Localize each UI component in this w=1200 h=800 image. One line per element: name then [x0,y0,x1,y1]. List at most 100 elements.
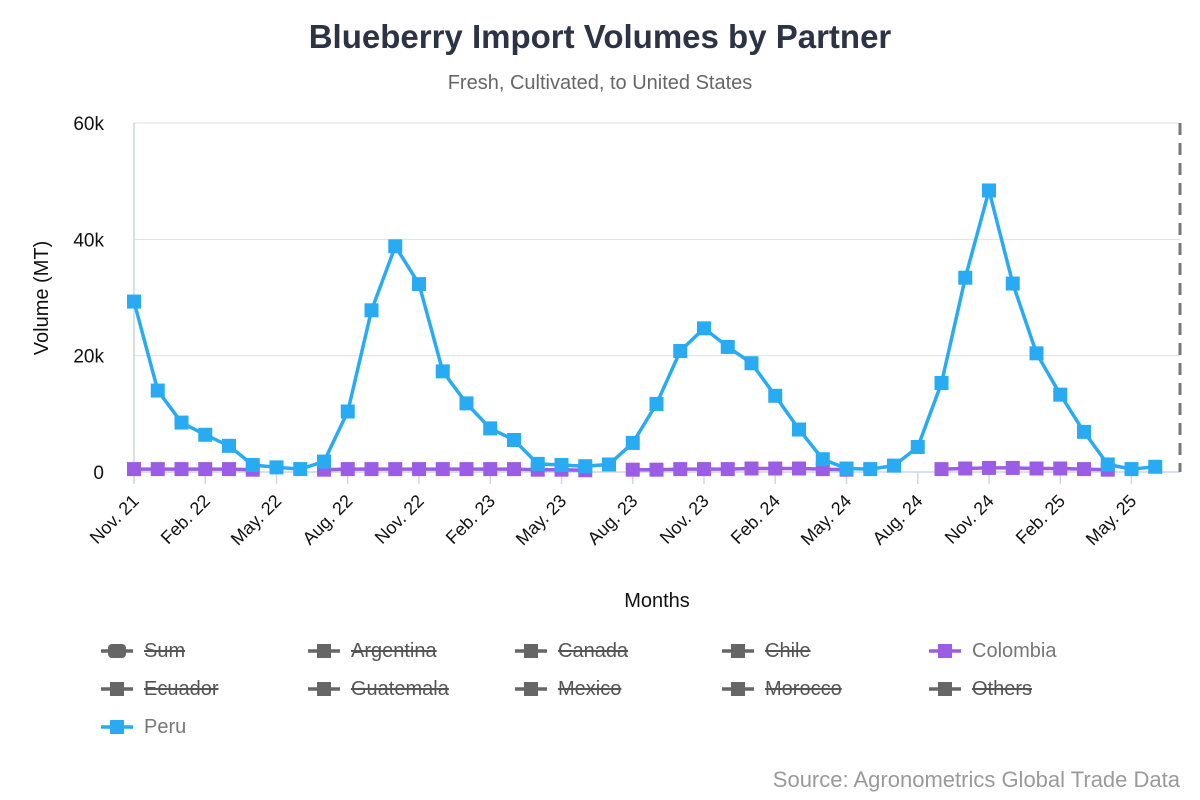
data-point-peru[interactable] [435,364,450,379]
data-point-peru[interactable] [269,460,284,475]
data-point-peru[interactable] [578,459,593,474]
data-point-peru[interactable] [934,376,949,391]
data-point-peru[interactable] [1053,387,1068,402]
legend-item-others[interactable]: Others [928,674,1032,704]
data-point-colombia[interactable] [768,461,783,476]
data-point-colombia[interactable] [340,462,355,477]
data-point-peru[interactable] [1100,457,1115,472]
data-point-peru[interactable] [1148,459,1163,474]
data-point-colombia[interactable] [483,462,498,477]
data-point-colombia[interactable] [958,461,973,476]
legend-label: Argentina [351,639,437,662]
data-point-colombia[interactable] [127,462,141,477]
data-point-peru[interactable] [127,294,141,309]
data-point-peru[interactable] [839,461,854,476]
data-point-peru[interactable] [673,344,688,359]
legend-item-colombia[interactable]: Colombia [928,636,1056,666]
data-point-peru[interactable] [412,277,426,292]
legend-item-morocco[interactable]: Morocco [721,674,842,704]
data-point-colombia[interactable] [222,462,236,477]
x-axis-title: Months [624,590,690,612]
data-point-colombia[interactable] [364,462,379,477]
series-layer [127,183,1163,478]
data-point-colombia[interactable] [1005,460,1020,475]
data-point-peru[interactable] [910,439,925,454]
data-point-colombia[interactable] [625,462,640,477]
data-point-peru[interactable] [340,404,355,419]
data-point-peru[interactable] [887,458,901,473]
legend-label: Others [972,677,1033,700]
data-point-peru[interactable] [530,456,545,471]
data-point-colombia[interactable] [459,462,474,477]
y-axis-title: Volume (MT) [31,241,53,355]
data-point-peru[interactable] [198,427,213,442]
legend-item-chile[interactable]: Chile [721,636,811,666]
data-point-colombia[interactable] [673,462,688,477]
legend-item-ecuador[interactable]: Ecuador [100,674,219,704]
data-point-colombia[interactable] [744,461,759,476]
data-point-colombia[interactable] [792,461,806,476]
data-point-colombia[interactable] [649,462,664,477]
data-point-colombia[interactable] [934,462,949,477]
legend-label: Canada [558,639,629,662]
legend-item-sum[interactable]: Sum [100,636,185,666]
data-point-peru[interactable] [602,457,616,472]
data-point-colombia[interactable] [1077,462,1091,477]
x-tick-label: Nov. 23 [656,491,713,548]
data-point-peru[interactable] [625,435,640,450]
data-point-colombia[interactable] [720,462,735,477]
chart-subtitle: Fresh, Cultivated, to United States [447,72,753,94]
data-point-colombia[interactable] [1053,461,1068,476]
x-tick-label: Feb. 22 [157,491,214,548]
data-point-peru[interactable] [459,396,474,411]
data-point-colombia[interactable] [412,462,426,477]
data-point-peru[interactable] [1124,462,1139,477]
data-point-peru[interactable] [697,321,711,336]
legend-item-guatemala[interactable]: Guatemala [307,674,449,704]
data-point-peru[interactable] [744,356,759,371]
data-point-colombia[interactable] [982,460,996,475]
data-point-peru[interactable] [483,421,498,436]
data-point-peru[interactable] [863,462,878,477]
data-point-peru[interactable] [1029,346,1044,361]
data-point-peru[interactable] [388,239,403,254]
data-point-peru[interactable] [554,458,569,473]
legend-item-mexico[interactable]: Mexico [514,674,621,704]
legend-item-canada[interactable]: Canada [514,636,628,666]
data-point-peru[interactable] [507,433,521,448]
data-point-peru[interactable] [982,183,996,198]
data-point-peru[interactable] [245,458,260,473]
data-point-peru[interactable] [293,462,308,477]
legend-label: Guatemala [351,677,449,700]
data-point-colombia[interactable] [150,462,165,477]
x-tick-label: Feb. 23 [442,491,499,548]
legend-item-peru[interactable]: Peru [100,712,186,742]
square-marker-icon [928,679,962,699]
data-point-peru[interactable] [317,454,331,469]
data-point-peru[interactable] [649,396,664,411]
data-point-colombia[interactable] [1029,461,1044,476]
legend-item-argentina[interactable]: Argentina [307,636,437,666]
data-point-peru[interactable] [792,422,806,437]
data-point-colombia[interactable] [174,462,189,477]
data-point-peru[interactable] [958,270,973,285]
data-point-peru[interactable] [815,452,830,467]
data-point-peru[interactable] [174,415,189,430]
legend-label: Mexico [558,677,622,700]
data-point-peru[interactable] [222,438,236,453]
square-marker-icon [721,641,755,661]
data-point-colombia[interactable] [388,462,403,477]
data-point-colombia[interactable] [507,462,521,477]
x-tick-label: Aug. 22 [299,491,357,549]
data-point-colombia[interactable] [435,462,450,477]
data-point-peru[interactable] [720,339,735,354]
data-point-peru[interactable] [150,383,165,398]
data-point-peru[interactable] [768,388,783,403]
data-point-colombia[interactable] [198,462,213,477]
data-point-peru[interactable] [1077,424,1091,439]
data-point-peru[interactable] [1005,276,1020,291]
series-line-peru [132,188,1156,471]
data-point-colombia[interactable] [697,462,711,477]
series-line-colombia [134,466,1108,473]
data-point-peru[interactable] [364,303,379,318]
